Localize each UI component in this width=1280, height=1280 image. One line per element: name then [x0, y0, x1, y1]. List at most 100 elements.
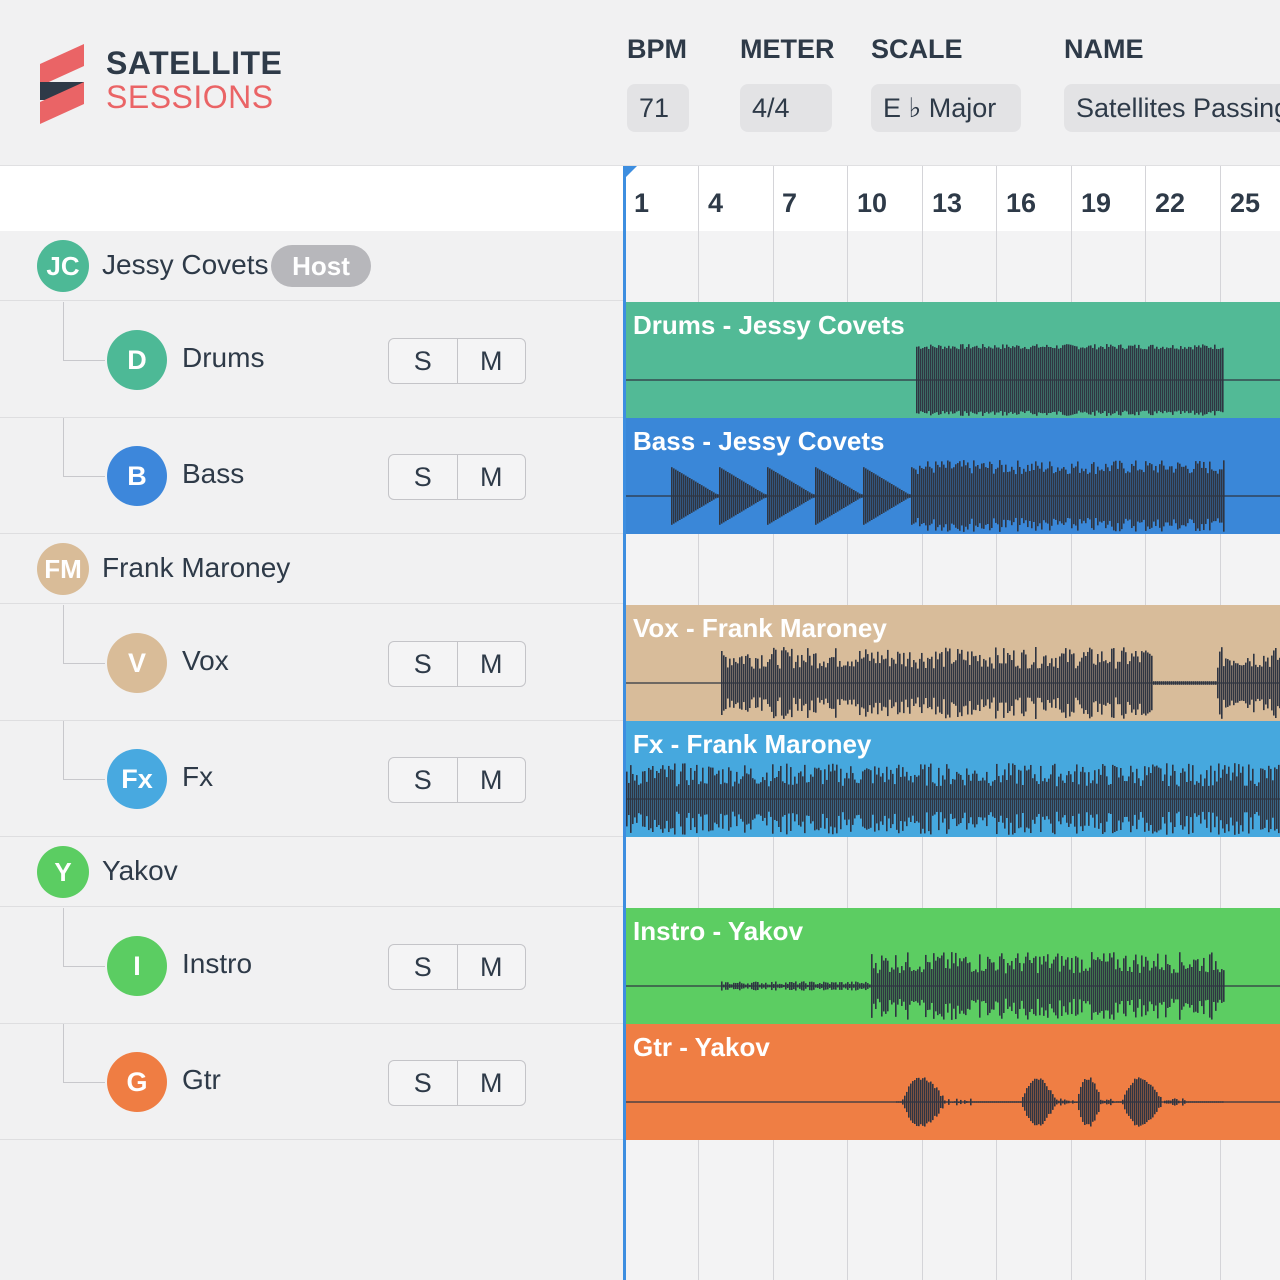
region-gtr[interactable]: Gtr - Yakov: [626, 1024, 1280, 1140]
scale-label: SCALE: [871, 34, 963, 64]
track-row-fx[interactable]: Fx Fx S M: [0, 721, 623, 837]
tree-connector: [63, 966, 105, 967]
tree-connector: [63, 360, 105, 361]
solo-mute-group: S M: [388, 338, 526, 384]
solo-button[interactable]: S: [389, 1061, 458, 1105]
tree-connector: [63, 302, 64, 360]
solo-mute-group: S M: [388, 454, 526, 500]
mute-button[interactable]: M: [480, 462, 503, 492]
mute-button[interactable]: M: [480, 1068, 503, 1098]
brand-line-1: SATELLITE: [106, 45, 283, 81]
bar-number: 16: [1006, 188, 1037, 218]
region-title: Bass - Jessy Covets: [633, 426, 885, 456]
waveform: [626, 460, 1280, 532]
mute-button[interactable]: M: [480, 952, 503, 982]
meter-input[interactable]: 4/4: [740, 84, 832, 132]
region-title: Vox - Frank Maroney: [633, 613, 887, 643]
avatar: JC: [37, 240, 89, 292]
region-bass[interactable]: Bass - Jessy Covets: [626, 418, 1280, 534]
tree-connector: [63, 721, 64, 779]
track-row-vox[interactable]: V Vox S M: [0, 605, 623, 721]
solo-mute-group: S M: [388, 944, 526, 990]
waveform: [626, 344, 1280, 416]
bar-number: 7: [782, 188, 798, 218]
meter-label: METER: [740, 34, 835, 64]
track-list-panel: JC Jessy Covets Host D Drums S M B Bass …: [0, 166, 623, 1280]
track-name: Fx: [182, 761, 214, 792]
bar-ruler[interactable]: 1 4 7 10 13 16 19 22 25: [623, 166, 1280, 231]
tree-connector: [63, 1024, 64, 1082]
bar-number: 19: [1081, 188, 1112, 218]
bar-number: 4: [708, 188, 724, 218]
avatar: FM: [37, 543, 89, 595]
region-title: Gtr - Yakov: [633, 1032, 770, 1062]
header-bar: SATELLITE SESSIONS BPM 71 METER 4/4 SCAL…: [0, 0, 1280, 166]
tree-connector: [63, 663, 105, 664]
region-fx[interactable]: Fx - Frank Maroney: [626, 721, 1280, 837]
track-row-drums[interactable]: D Drums S M: [0, 302, 623, 418]
tree-connector: [63, 908, 64, 966]
mute-button[interactable]: M: [480, 649, 503, 679]
playhead-handle[interactable]: [623, 166, 637, 180]
user-row-yakov[interactable]: Y Yakov: [0, 837, 623, 907]
user-name: Yakov: [102, 855, 178, 886]
mute-button[interactable]: M: [480, 346, 503, 376]
bpm-label: BPM: [627, 34, 687, 64]
mute-button[interactable]: M: [480, 765, 503, 795]
user-row-frank-maroney[interactable]: FM Frank Maroney: [0, 534, 623, 604]
bar-number: 25: [1230, 188, 1261, 218]
solo-button[interactable]: S: [389, 945, 458, 989]
solo-mute-group: S M: [388, 641, 526, 687]
scale-select[interactable]: E ♭ Major: [871, 84, 1021, 132]
tree-connector: [63, 779, 105, 780]
waveform: [626, 763, 1280, 835]
track-row-gtr[interactable]: G Gtr S M: [0, 1024, 623, 1140]
solo-button[interactable]: S: [389, 455, 458, 499]
tree-connector: [63, 1082, 105, 1083]
region-instro[interactable]: Instro - Yakov: [626, 908, 1280, 1024]
brand-wordmark: SATELLITE SESSIONS: [106, 46, 282, 114]
waveform: [626, 1077, 1280, 1127]
track-name: Gtr: [182, 1064, 221, 1095]
track-avatar: G: [107, 1052, 167, 1112]
bpm-input[interactable]: 71: [627, 84, 689, 132]
session-name-input[interactable]: Satellites Passing: [1064, 84, 1280, 132]
solo-mute-group: S M: [388, 1060, 526, 1106]
timeline-panel[interactable]: 1 4 7 10 13 16 19 22 25 Drums - Jessy Co…: [623, 166, 1280, 1280]
bpm-field: BPM 71: [627, 34, 689, 132]
bar-number: 22: [1155, 188, 1186, 218]
waveform: [626, 647, 1280, 719]
user-row-jessy-covets[interactable]: JC Jessy Covets Host: [0, 231, 623, 301]
solo-button[interactable]: S: [389, 758, 458, 802]
meter-field: METER 4/4: [740, 34, 835, 132]
track-row-instro[interactable]: I Instro S M: [0, 908, 623, 1024]
solo-mute-group: S M: [388, 757, 526, 803]
region-title: Fx - Frank Maroney: [633, 729, 872, 759]
track-avatar: V: [107, 633, 167, 693]
region-title: Instro - Yakov: [633, 916, 804, 946]
name-field: NAME Satellites Passing: [1064, 34, 1280, 132]
track-name: Vox: [182, 645, 229, 676]
track-name: Drums: [182, 342, 265, 373]
bar-number: 1: [634, 188, 650, 218]
track-name: Bass: [182, 458, 245, 489]
track-name: Instro: [182, 948, 253, 979]
region-drums[interactable]: Drums - Jessy Covets: [626, 302, 1280, 418]
host-badge: Host: [271, 245, 371, 287]
tree-connector: [63, 476, 105, 477]
solo-button[interactable]: S: [389, 339, 458, 383]
track-avatar: D: [107, 330, 167, 390]
tree-connector: [63, 605, 64, 663]
satellite-sessions-logo-icon: [40, 44, 84, 124]
solo-button[interactable]: S: [389, 642, 458, 686]
tree-connector: [63, 418, 64, 476]
brand-line-2: SESSIONS: [106, 79, 274, 115]
track-avatar: Fx: [107, 749, 167, 809]
track-avatar: I: [107, 936, 167, 996]
playhead[interactable]: [623, 166, 626, 1280]
track-list-header: [0, 166, 623, 231]
name-label: NAME: [1064, 34, 1144, 64]
region-title: Drums - Jessy Covets: [633, 310, 905, 340]
region-vox[interactable]: Vox - Frank Maroney: [626, 605, 1280, 721]
track-row-bass[interactable]: B Bass S M: [0, 418, 623, 534]
